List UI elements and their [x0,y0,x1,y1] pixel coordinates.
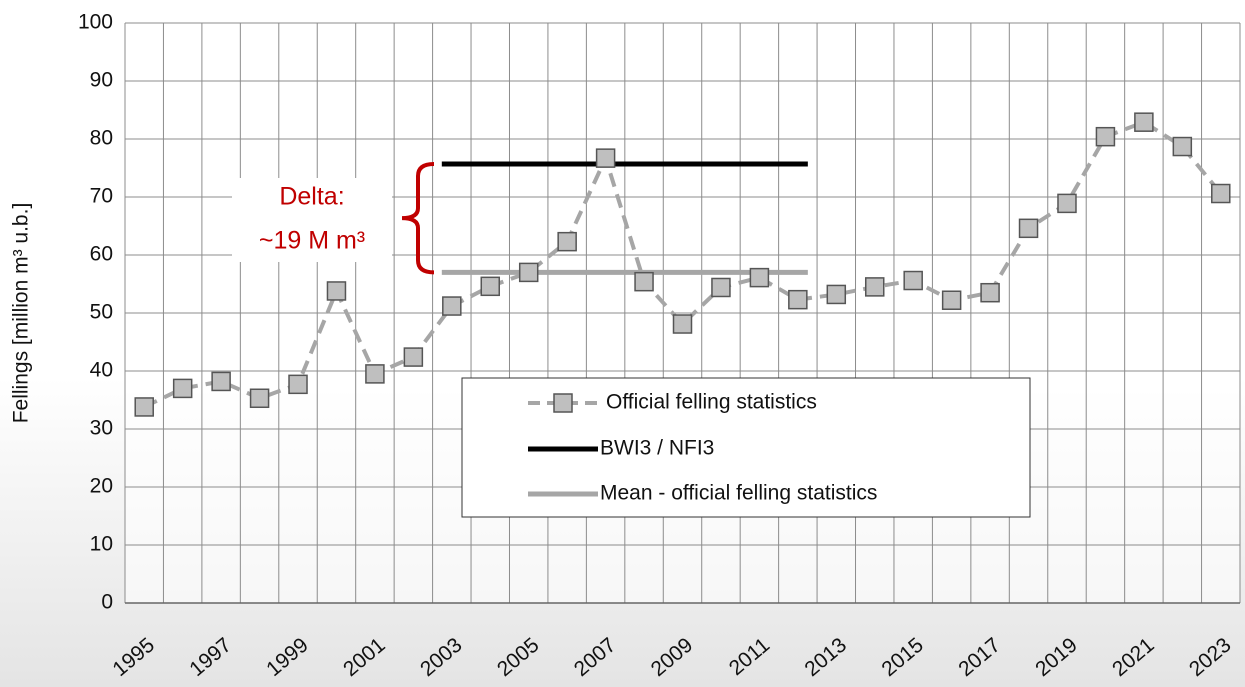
point-marker [941,290,962,310]
point-marker [1095,126,1116,147]
y-tick-label: 90 [90,69,113,92]
annotation-text: Delta: [279,183,344,211]
delta-brace [401,161,435,275]
legend-label: Official felling statistics [606,391,817,414]
annotation-box [232,178,392,262]
point-marker [980,282,1000,303]
point-marker [864,277,885,297]
y-tick-label: 100 [78,11,113,34]
point-marker [480,276,501,297]
y-tick-label: 50 [90,301,113,324]
legend-marker [553,393,573,413]
point-marker [788,289,808,310]
y-tick-label: 70 [90,185,113,208]
point-marker [1172,136,1193,157]
y-tick-label: 20 [90,475,113,498]
point-marker [634,271,654,292]
point-marker [134,397,154,417]
point-marker [1134,112,1154,132]
point-marker [749,267,770,288]
point-marker [442,296,462,316]
series-line [143,119,1223,409]
legend-label: Mean - official felling statistics [600,482,877,505]
point-marker [557,231,577,252]
y-tick-label: 0 [101,591,113,614]
point-marker [1057,193,1077,214]
point-marker [249,388,270,409]
point-marker [403,347,424,367]
point-marker [172,378,193,399]
y-tick-label: 30 [90,417,113,440]
y-tick-label: 10 [90,533,113,556]
point-marker [826,284,847,305]
point-marker [595,148,616,168]
y-tick-label: 60 [90,243,113,266]
point-marker [365,364,385,384]
point-marker [711,277,731,298]
point-marker [903,270,923,291]
y-tick-label: 40 [90,359,113,382]
point-marker [672,314,693,334]
point-marker [288,374,308,395]
point-marker [1211,183,1231,204]
point-marker [518,262,539,283]
y-tick-label: 80 [90,127,113,150]
y-axis-label: Fellings [million m³ u.b.] [10,203,33,424]
annotation-text: ~19 M m³ [259,227,365,255]
legend-label: BWI3 / NFI3 [600,437,714,460]
point-marker [326,281,347,301]
point-marker [1018,218,1039,239]
point-marker [211,371,231,392]
